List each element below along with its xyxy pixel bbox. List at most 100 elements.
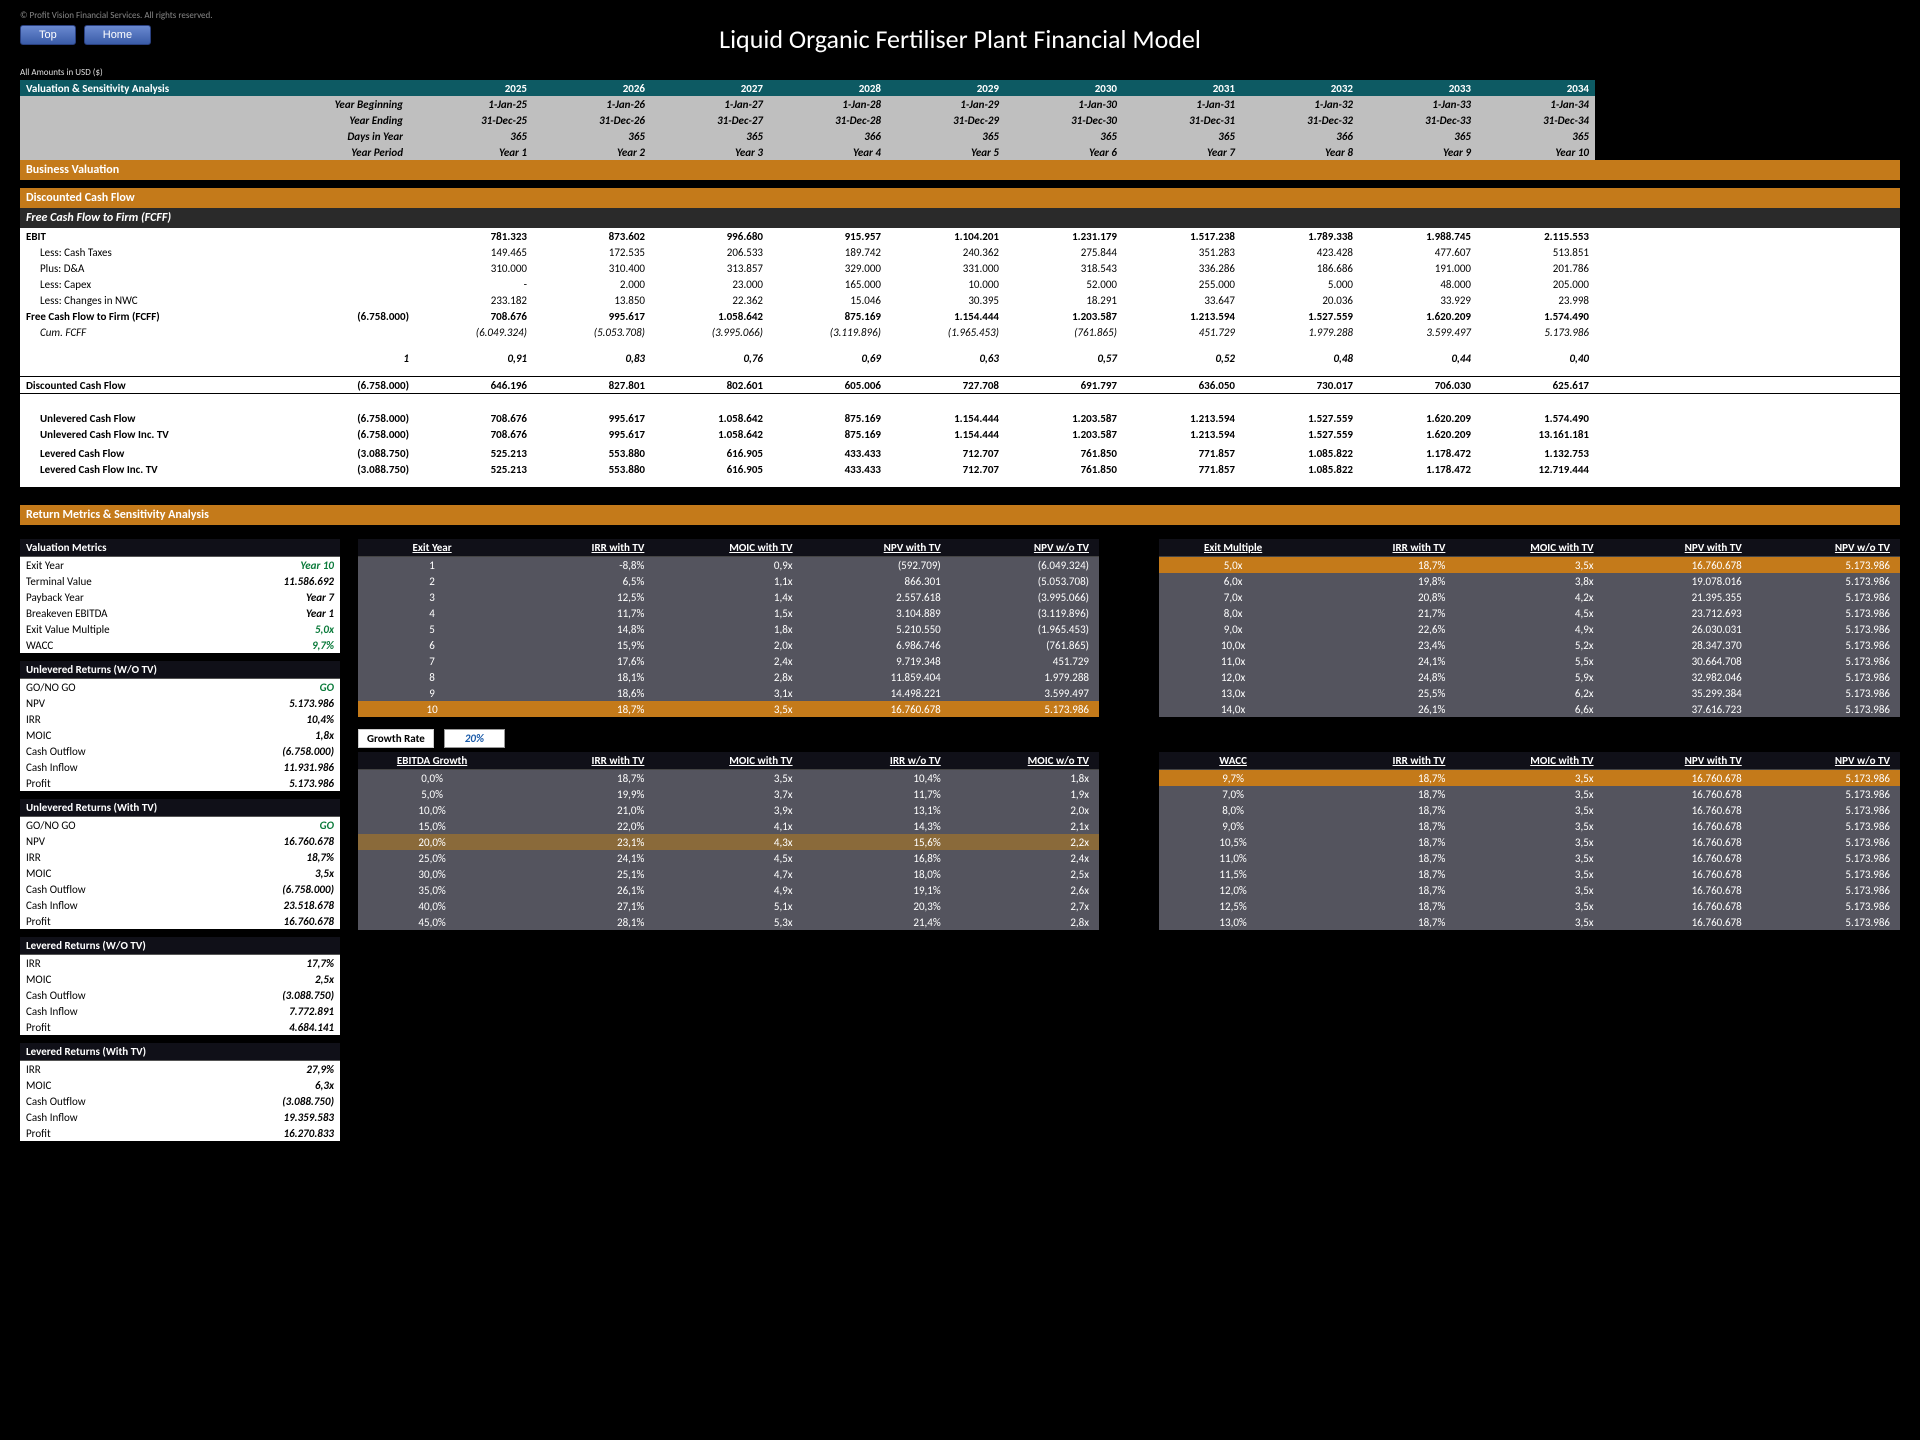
year-hdr-cell: 31-Dec-25 xyxy=(415,112,533,128)
year-col: 2025 xyxy=(415,80,533,96)
sens-cell: 19.078.016 xyxy=(1604,573,1752,589)
val-metrics-header: Valuation Metrics xyxy=(20,539,340,557)
metric-row: Profit16.270.833 xyxy=(20,1125,340,1141)
sens-header: IRR with TV xyxy=(1307,539,1455,557)
year-hdr-cell: 366 xyxy=(769,128,887,144)
sens-row: 9,0x22,6%4,9x26.030.0315.173.986 xyxy=(1159,621,1900,637)
sens-row: 10,0%21,0%3,9x13,1%2,0x xyxy=(358,802,1099,818)
sens-cell: 18,7% xyxy=(1307,898,1455,914)
cf-cell: 1.154.444 xyxy=(887,410,1005,426)
year-col: 2032 xyxy=(1241,80,1359,96)
dcf-cell: 15.046 xyxy=(769,292,887,308)
sens-cell: 16.760.678 xyxy=(1604,898,1752,914)
cf-cell: 1.527.559 xyxy=(1241,426,1359,442)
dcf-cell: 313.857 xyxy=(651,260,769,276)
metric-row: Profit16.760.678 xyxy=(20,913,340,929)
sens-cell: 3,8x xyxy=(1455,573,1603,589)
cf-cell: (3.088.750) xyxy=(270,461,415,477)
year-hdr-cell: 1-Jan-29 xyxy=(887,96,1005,112)
metric-label: Profit xyxy=(20,775,189,791)
return-metrics-header: Return Metrics & Sensitivity Analysis xyxy=(20,505,1900,525)
year-hdr-cell: Year 3 xyxy=(651,144,769,160)
sens-cell: 4,1x xyxy=(654,818,802,834)
metric-label: IRR xyxy=(20,1061,189,1077)
sens-cell: 5.173.986 xyxy=(1752,818,1900,834)
sens-cell: 2,5x xyxy=(951,866,1099,882)
sens-cell: 0,0% xyxy=(358,770,506,787)
year-hdr-label xyxy=(20,96,270,112)
dcf-cell xyxy=(270,324,415,340)
discount-factor-row: 1 0,91 0,83 0,76 0,69 0,63 0,57 0,52 0,4… xyxy=(20,340,1900,376)
metric-label: Breakeven EBITDA xyxy=(20,605,214,621)
metric-value: 6,3x xyxy=(189,1077,340,1093)
sens-cell: 3,5x xyxy=(1455,898,1603,914)
sens-cell: 16.760.678 xyxy=(1604,850,1752,866)
metric-label: MOIC xyxy=(20,865,189,881)
sens-cell: 5.173.986 xyxy=(1752,669,1900,685)
cf-cell: 553.880 xyxy=(533,445,651,461)
dcf-cell: 52.000 xyxy=(1005,276,1123,292)
metric-label: IRR xyxy=(20,711,189,727)
sens-cell: 5.173.986 xyxy=(1752,850,1900,866)
sens-cell: 8 xyxy=(358,669,506,685)
sens-cell: 22,0% xyxy=(506,818,654,834)
dcf-cell xyxy=(270,276,415,292)
sens-row: 918,6%3,1x14.498.2213.599.497 xyxy=(358,685,1099,701)
sensitivity-area: Exit YearIRR with TVMOIC with TVNPV with… xyxy=(358,539,1900,930)
metric-row: Breakeven EBITDAYear 1 xyxy=(20,605,340,621)
sens-cell: 35,0% xyxy=(358,882,506,898)
cf-cell: 13.161.181 xyxy=(1477,426,1595,442)
growth-rate-row: Growth Rate 20% xyxy=(358,729,1900,748)
year-hdr-label: Year Period xyxy=(270,144,415,160)
year-hdr-cell: 1-Jan-33 xyxy=(1359,96,1477,112)
sens-cell: 18,1% xyxy=(506,669,654,685)
sens-row: 7,0x20,8%4,2x21.395.3555.173.986 xyxy=(1159,589,1900,605)
dcf-cell: 1.517.238 xyxy=(1123,228,1241,244)
sens-cell: 9.719.348 xyxy=(803,653,951,669)
home-button[interactable]: Home xyxy=(84,25,151,45)
metric-label: GO/NO GO xyxy=(20,817,189,833)
sens-cell: 45,0% xyxy=(358,914,506,930)
sens-row: 15,0%22,0%4,1x14,3%2,1x xyxy=(358,818,1099,834)
cf-row-label: Levered Cash Flow Inc. TV xyxy=(20,461,270,477)
dcf-cell: 996.680 xyxy=(651,228,769,244)
metric-row: Terminal Value11.586.692 xyxy=(20,573,340,589)
sens-header: NPV with TV xyxy=(1604,539,1752,557)
cf-cell: 712.707 xyxy=(887,445,1005,461)
sens-cell: 23,4% xyxy=(1307,637,1455,653)
year-hdr-cell: 31-Dec-29 xyxy=(887,112,1005,128)
dcf-cell: 206.533 xyxy=(651,244,769,260)
sens-cell: 18,7% xyxy=(1307,557,1455,574)
sens-cell: 20,0% xyxy=(358,834,506,850)
lev-with-header: Levered Returns (With TV) xyxy=(20,1043,340,1061)
cf-cell: 553.880 xyxy=(533,461,651,477)
sens-header: NPV w/o TV xyxy=(1752,539,1900,557)
sens-cell: 15,0% xyxy=(358,818,506,834)
cf-cell: 1.620.209 xyxy=(1359,426,1477,442)
sens-cell: 3,5x xyxy=(1455,818,1603,834)
year-hdr-cell: 31-Dec-31 xyxy=(1123,112,1241,128)
sens-cell: 7,0x xyxy=(1159,589,1307,605)
sens-row: 12,0%18,7%3,5x16.760.6785.173.986 xyxy=(1159,882,1900,898)
dcf-cell: 48.000 xyxy=(1359,276,1477,292)
sens-row: 514,8%1,8x5.210.550(1.965.453) xyxy=(358,621,1099,637)
sens-row: 10,5%18,7%3,5x16.760.6785.173.986 xyxy=(1159,834,1900,850)
growth-rate-value[interactable]: 20% xyxy=(444,729,505,748)
sens-cell: 9,0% xyxy=(1159,818,1307,834)
metric-row: Cash Outflow(3.088.750) xyxy=(20,1093,340,1109)
metric-value: 17,7% xyxy=(189,955,340,971)
sens-header: NPV w/o TV xyxy=(1752,752,1900,770)
year-hdr-cell: 31-Dec-26 xyxy=(533,112,651,128)
top-button[interactable]: Top xyxy=(20,25,76,45)
dcf-cell: (761.865) xyxy=(1005,324,1123,340)
sens-cell: 3.104.889 xyxy=(803,605,951,621)
metric-value: 16.760.678 xyxy=(189,913,340,929)
cf-cell: 433.433 xyxy=(769,445,887,461)
sens-row: 11,5%18,7%3,5x16.760.6785.173.986 xyxy=(1159,866,1900,882)
sens-cell: 2,0x xyxy=(654,637,802,653)
metric-label: Cash Inflow xyxy=(20,759,189,775)
sens-cell: 23,1% xyxy=(506,834,654,850)
sens-cell: 5.173.986 xyxy=(1752,621,1900,637)
sens-cell: 25,0% xyxy=(358,850,506,866)
dcf-row-label: Plus: D&A xyxy=(20,260,270,276)
